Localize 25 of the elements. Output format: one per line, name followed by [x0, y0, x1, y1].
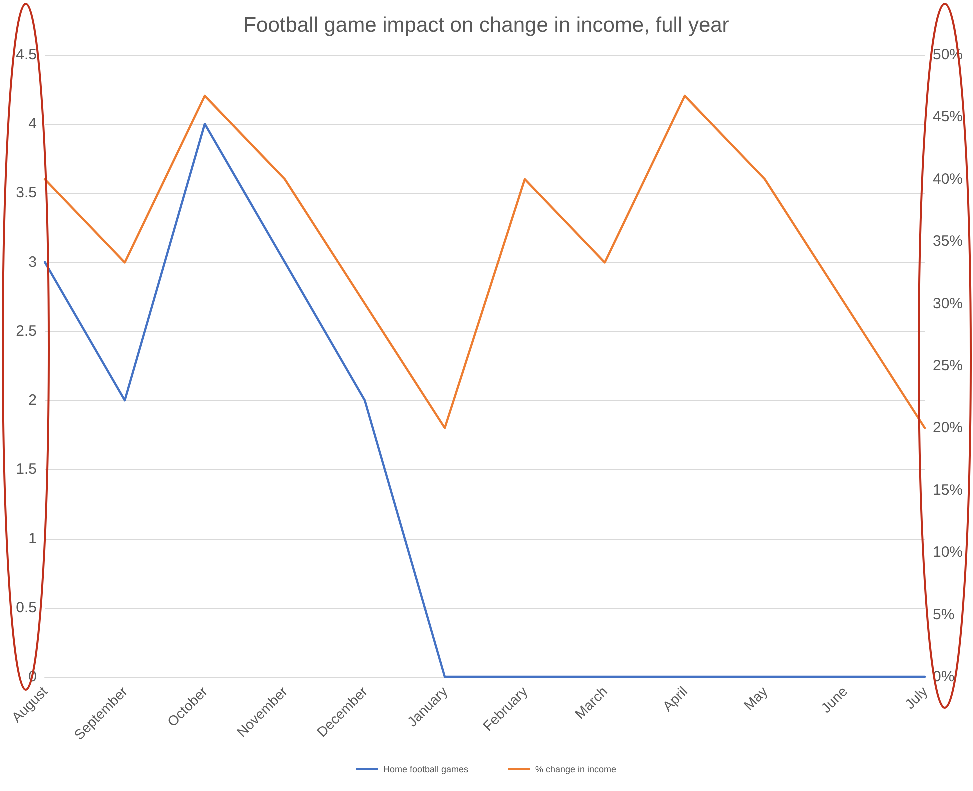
line-series [44, 94, 926, 430]
x-tick-label: July [902, 683, 931, 712]
y-tick-label: 4 [28, 116, 37, 133]
y2-tick-label: 5% [933, 606, 955, 624]
y2-tick-label: 10% [933, 544, 964, 562]
line-series [44, 123, 926, 678]
legend-label: Home football games [383, 764, 469, 774]
y-tick-label: 2 [28, 392, 37, 410]
y-tick-label: 3.5 [16, 184, 37, 202]
chart-title: Football game impact on change in income, full year [244, 14, 730, 37]
legend-label: % change in income [535, 764, 617, 774]
y-tick-label: 4.5 [16, 46, 37, 64]
y2-tick-label: 35% [933, 233, 964, 250]
y-tick-label: 2.5 [16, 322, 37, 340]
y-tick-label: 1.5 [16, 461, 37, 478]
y-tick-label: 1 [28, 530, 37, 548]
y2-tick-label: 20% [933, 420, 964, 437]
y-tick-label: 3 [28, 254, 37, 271]
y2-tick-label: 40% [933, 170, 964, 188]
y2-tick-label: 45% [933, 108, 964, 126]
x-tick-label: May [740, 683, 771, 714]
y2-tick-label: 25% [933, 358, 964, 374]
y-tick-label: 0.5 [16, 599, 37, 616]
y2-tick-label: 15% [933, 482, 964, 499]
y2-tick-label: 30% [933, 295, 964, 312]
